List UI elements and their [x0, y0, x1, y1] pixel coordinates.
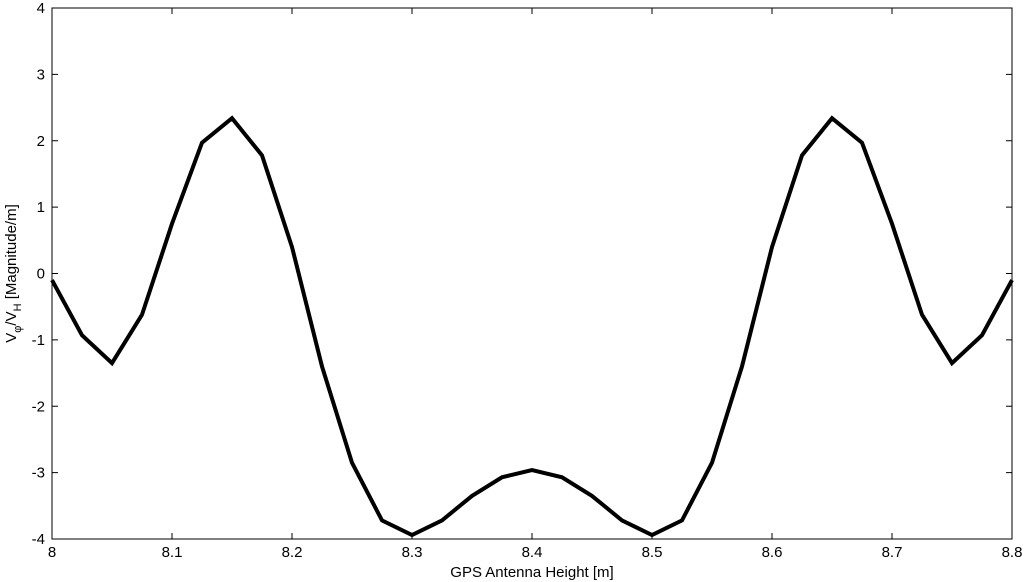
- x-tick-label: 8.1: [162, 544, 183, 561]
- x-tick-label: 8.6: [762, 544, 783, 561]
- x-tick-label: 8.3: [402, 544, 423, 561]
- x-tick-label: 8.2: [282, 544, 303, 561]
- y-axis-ticks: 4 3 2 1 0 -1 -2 -3 -4: [32, 0, 1012, 548]
- y-tick-label: -1: [32, 332, 45, 349]
- y-tick-label: 3: [37, 66, 45, 83]
- x-tick-label: 8: [48, 544, 56, 561]
- plot-area: [51, 7, 1013, 540]
- y-axis-title-v: V: [3, 333, 20, 343]
- x-axis-title: GPS Antenna Height [m]: [450, 564, 613, 581]
- y-tick-label: 4: [37, 0, 45, 17]
- series-line: [50, 115, 1014, 538]
- x-axis-ticks: 8 8.1 8.2 8.3 8.4 8.5 8.6 8.7 8.8: [48, 8, 1023, 561]
- y-tick-label: -3: [32, 465, 45, 482]
- y-tick-label: 2: [37, 133, 45, 150]
- y-axis-title-units: [Magnitude/m]: [3, 204, 20, 303]
- y-axis-title-sub-h: H: [12, 303, 24, 311]
- y-tick-label: -2: [32, 398, 45, 415]
- y-tick-label: -4: [32, 531, 45, 548]
- y-tick-label: 0: [37, 266, 45, 283]
- y-axis-title-slash-v: /V: [3, 311, 20, 325]
- x-tick-label: 8.8: [1002, 544, 1023, 561]
- x-tick-label: 8.5: [642, 544, 663, 561]
- y-tick-label: 1: [37, 199, 45, 216]
- y-axis-title-sub-phi: φ: [12, 326, 24, 333]
- y-axis-title: Vφ/VH [Magnitude/m]: [3, 204, 24, 343]
- x-tick-label: 8.7: [882, 544, 903, 561]
- x-tick-label: 8.4: [522, 544, 543, 561]
